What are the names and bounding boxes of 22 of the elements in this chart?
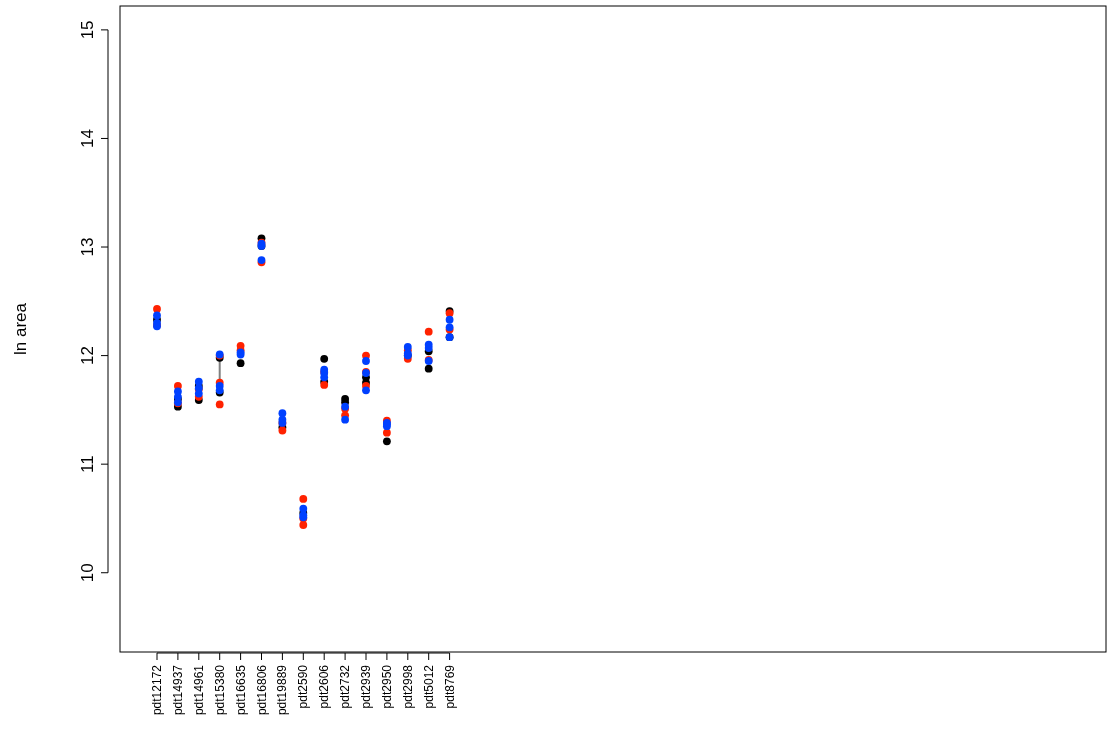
x-tick-label: pdt14937 bbox=[170, 664, 185, 716]
x-tick-label: pdt5012 bbox=[421, 664, 436, 709]
x-tick-label: pdt2590 bbox=[296, 664, 311, 709]
x-tick-label: pdt14961 bbox=[191, 664, 206, 716]
x-tick-label: pdt16635 bbox=[233, 664, 248, 716]
y-tick-label: 12 bbox=[78, 346, 97, 366]
x-tick-label: pdt8769 bbox=[442, 664, 457, 709]
x-tick-label: pdt16806 bbox=[254, 664, 269, 716]
y-tick-label: 11 bbox=[78, 455, 97, 473]
x-tick-label: pdt15380 bbox=[212, 664, 227, 716]
y-tick-label: 10 bbox=[78, 563, 97, 583]
x-tick-label: pdt19889 bbox=[275, 664, 290, 716]
x-tick-label: pdt2998 bbox=[400, 664, 415, 709]
y-tick-label: 14 bbox=[78, 129, 97, 148]
x-tick-label: pdt2939 bbox=[359, 664, 373, 709]
x-tick-label: pdt12172 bbox=[150, 664, 164, 716]
x-tick-label: pdt2950 bbox=[379, 664, 394, 709]
y-tick-label: 15 bbox=[78, 20, 97, 40]
y-tick-label: 13 bbox=[78, 237, 97, 257]
x-tick-label: pdt2606 bbox=[317, 664, 332, 709]
y-axis-title: ln area bbox=[11, 302, 30, 355]
x-tick-label: pdt2732 bbox=[338, 664, 353, 709]
